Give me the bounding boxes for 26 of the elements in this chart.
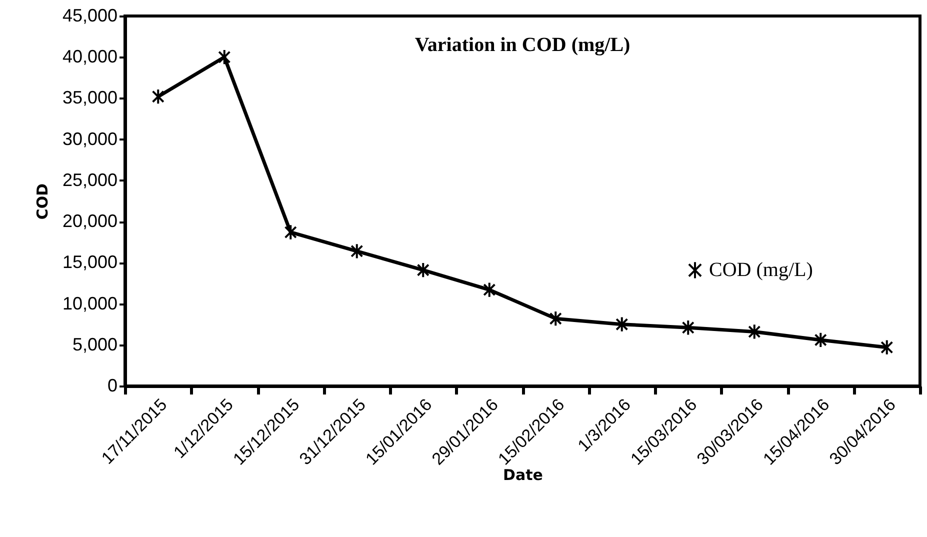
point — [814, 332, 827, 348]
y-tick-label: 20,000 — [62, 211, 118, 232]
x-axis-title: Date — [503, 466, 543, 484]
y-tick-label: 30,000 — [62, 128, 118, 149]
point — [483, 282, 496, 298]
point — [880, 339, 894, 356]
text: Variation in COD (mg/L) — [414, 34, 630, 56]
y-tick-label: 5,000 — [72, 334, 118, 354]
y-tick-label: 40,000 — [62, 46, 118, 67]
point — [218, 49, 231, 66]
point — [416, 262, 430, 278]
y-tick-label: 45,000 — [62, 6, 118, 26]
point — [152, 88, 164, 105]
point — [616, 316, 628, 332]
point — [549, 310, 562, 327]
y-tick-label: 15,000 — [62, 252, 118, 272]
y-axis-title: COD — [33, 183, 52, 220]
point — [284, 224, 297, 240]
y-tick-label: 25,000 — [62, 170, 118, 190]
point — [748, 324, 761, 340]
point — [350, 243, 364, 260]
legend-label: COD (mg/L) — [709, 259, 813, 282]
y-tick-label: 10,000 — [62, 293, 118, 314]
y-tick-label: 0 — [107, 376, 118, 396]
point — [682, 320, 694, 336]
y-tick-label: 35,000 — [62, 88, 118, 108]
